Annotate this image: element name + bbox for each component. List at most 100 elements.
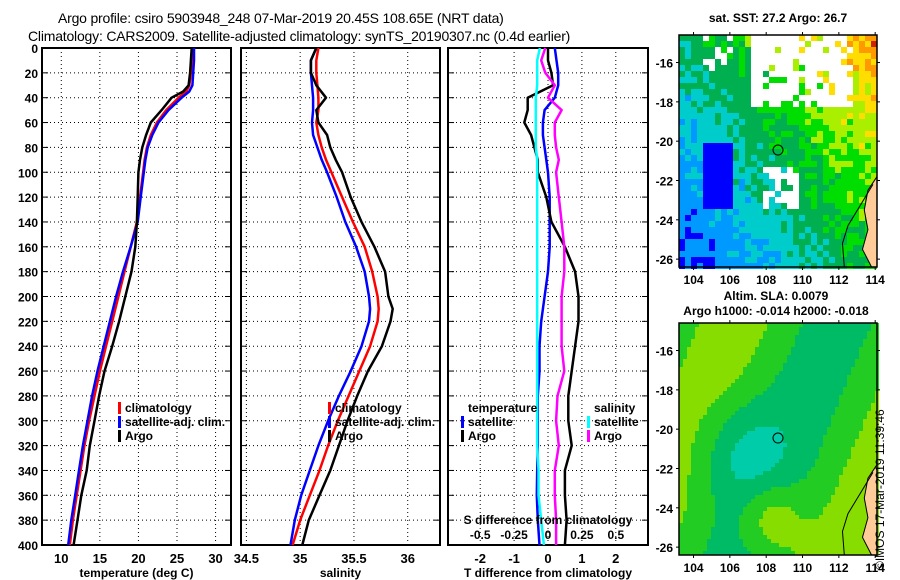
map-cell [727,263,733,269]
map-cell [709,125,715,131]
map-cell [759,515,763,519]
map-cell [823,495,827,499]
x2-tick-label: -0.25 [500,528,528,542]
legend-label: climatology [125,401,192,415]
map-cell [815,451,819,455]
map-cell [799,263,805,269]
map-cell [871,339,875,343]
map-cell [747,419,751,423]
map-cell [685,251,691,257]
map-cell [787,335,791,339]
map-cell [743,451,747,455]
y-tick-label: 340 [18,464,38,478]
map-cell [823,463,827,467]
map-cell [757,203,763,209]
map-cell [739,543,743,547]
map-cell [859,327,863,331]
map-cell [683,543,687,547]
map-cell [795,455,799,459]
map-cell [727,411,731,415]
map-cell [691,487,695,491]
map-cell [871,419,875,423]
map-cell [747,327,751,331]
map-cell [859,415,863,419]
map-cell [803,515,807,519]
map-cell [807,387,811,391]
map-cell [691,137,697,143]
map-cell [859,53,865,59]
map-cell [843,507,847,511]
map-cell [769,221,775,227]
map-cell [853,203,859,209]
map-cell [817,257,823,263]
map-cell [695,427,699,431]
map-cell [831,363,835,367]
map-cell [819,471,823,475]
y-tick-label: 0 [31,42,38,56]
map-cell [721,173,727,179]
map-cell [775,149,781,155]
map-cell [697,245,703,251]
map-cell [715,551,719,555]
map-cell [781,107,787,113]
map-cell [799,351,803,355]
map-cell [835,519,839,523]
map-cell [691,363,695,367]
map-cell [723,475,727,479]
map-cell [747,547,751,551]
map-cell [831,479,835,483]
map-cell [795,471,799,475]
map-cell [779,543,783,547]
map-cell [699,551,703,555]
map-cell [835,435,839,439]
map-cell [859,35,865,41]
map-cell [699,531,703,535]
map-cell [783,343,787,347]
map-cell [679,339,683,343]
map-cell [783,495,787,499]
map-cell [863,403,867,407]
map-cell [799,233,805,239]
map-y-tick-label: -24 [656,502,674,516]
map-cell [685,227,691,233]
map-cell [755,475,759,479]
map-cell [771,511,775,515]
map-cell [867,407,871,411]
map-cell [727,343,731,347]
map-cell [711,491,715,495]
map-cell [775,47,781,53]
map-cell [775,447,779,451]
map-cell [863,487,867,491]
map-cell [751,475,755,479]
map-cell [839,367,843,371]
map-cell [743,347,747,351]
map-cell [871,355,875,359]
map-cell [697,137,703,143]
map-cell [727,531,731,535]
map-cell [727,53,733,59]
map-cell [863,387,867,391]
sst-map-panel: 104 106 108 110 112 114-16-18-20-22-24-26sat.… [656,11,886,287]
map-cell [751,227,757,233]
map-cell [795,483,799,487]
map-cell [699,495,703,499]
map-cell [687,543,691,547]
map-cell [851,499,855,503]
map-cell [685,233,691,239]
map-cell [739,119,745,125]
map-cell [783,467,787,471]
map-cell [811,245,817,251]
map-cell [783,551,787,555]
map-cell [751,251,757,257]
map-cell [707,327,711,331]
map-cell [759,423,763,427]
map-cell [723,455,727,459]
map-cell [679,239,685,245]
map-cell [841,173,847,179]
map-cell [843,491,847,495]
map-cell [839,323,843,327]
map-cell [823,551,827,555]
map-cell [703,423,707,427]
map-cell [807,339,811,343]
